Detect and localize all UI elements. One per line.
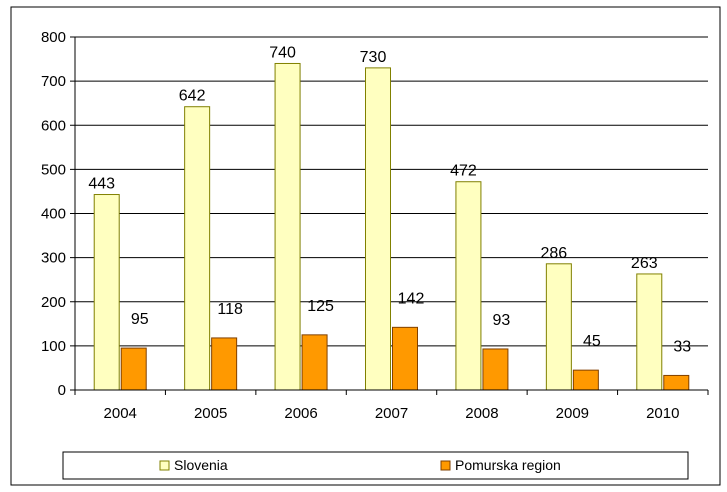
gridlines [75, 36, 708, 347]
data-label: 118 [217, 301, 243, 318]
y-tick-label: 100 [41, 338, 66, 355]
y-tick-label: 0 [58, 382, 66, 399]
bar-pomurska-2009 [572, 369, 599, 391]
bar-pomurska-2005 [211, 337, 238, 391]
bar-pomurska-2010 [663, 374, 690, 391]
data-label: 740 [269, 44, 296, 61]
data-labels: 443 95 642 118 740 125 730 142 472 93 286 45 263 33 [88, 44, 691, 355]
bar-slovenia-2008 [455, 181, 482, 391]
x-tick-label: 2007 [375, 405, 408, 422]
x-tick-label: 2009 [556, 405, 589, 422]
axes [70, 36, 709, 395]
data-label: 443 [88, 176, 115, 193]
data-label: 93 [493, 312, 511, 329]
legend-swatch [440, 460, 451, 471]
x-tick-label: 2006 [284, 405, 317, 422]
data-label: 263 [631, 255, 658, 272]
data-label: 95 [131, 311, 149, 328]
legend-label: Pomurska region [455, 457, 561, 473]
bar-slovenia-2007 [365, 67, 391, 391]
y-tick-label: 800 [41, 29, 66, 46]
y-tick-label: 200 [41, 294, 66, 311]
bar-slovenia-2005 [184, 106, 211, 391]
bar-pomurska-2008 [482, 348, 509, 391]
legend-box [62, 451, 689, 480]
y-tick-label: 600 [41, 117, 66, 134]
x-tick-label: 2008 [465, 405, 498, 422]
bar-pomurska-2007 [392, 326, 418, 391]
bar-pomurska-2004 [120, 347, 147, 391]
y-tick-label: 400 [41, 206, 66, 223]
data-label: 45 [583, 333, 601, 350]
data-label: 730 [360, 49, 387, 66]
bar-slovenia-2006 [274, 62, 301, 391]
data-label: 33 [673, 338, 691, 355]
legend: Slovenia Pomurska region [62, 451, 689, 480]
x-tick-label: 2005 [194, 405, 227, 422]
bar-slovenia-2004 [93, 194, 120, 391]
data-label: 286 [541, 245, 568, 262]
y-tick-label: 300 [41, 250, 66, 267]
bar-slovenia-2009 [545, 263, 572, 391]
y-tick-label: 700 [41, 73, 66, 90]
bars [93, 62, 690, 391]
y-tick-label: 500 [41, 161, 66, 178]
bar-slovenia-2010 [636, 273, 663, 391]
x-tick-label: 2010 [646, 405, 679, 422]
legend-label: Slovenia [174, 457, 228, 473]
data-label: 125 [307, 298, 334, 315]
data-label: 142 [398, 290, 425, 307]
x-tick-labels: 2004 2005 2006 2007 2008 2009 2010 [104, 405, 680, 422]
bar-pomurska-2006 [301, 334, 328, 391]
x-tick-label: 2004 [104, 405, 137, 422]
data-label: 642 [179, 88, 206, 105]
legend-swatch [159, 460, 170, 471]
data-label: 472 [450, 163, 477, 180]
y-tick-labels: 0 100 200 300 400 500 600 700 800 [41, 29, 66, 399]
